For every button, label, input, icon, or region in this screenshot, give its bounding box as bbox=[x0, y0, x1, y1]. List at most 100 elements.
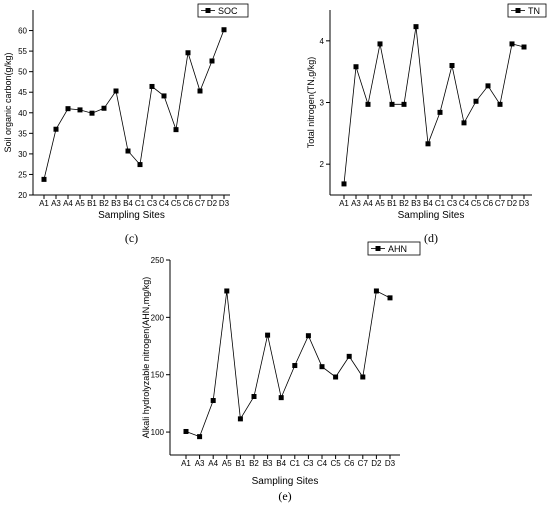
y-tick-label: 2 bbox=[320, 160, 325, 169]
data-point bbox=[209, 58, 215, 64]
x-tick-label: C4 bbox=[159, 199, 170, 208]
x-tick-label: D2 bbox=[371, 459, 382, 468]
data-point bbox=[461, 120, 467, 126]
x-tick-label: D2 bbox=[507, 199, 518, 208]
panel-caption: (c) bbox=[125, 231, 138, 245]
data-point bbox=[89, 110, 95, 116]
x-tick-label: A3 bbox=[195, 459, 205, 468]
x-tick-label: C7 bbox=[358, 459, 369, 468]
data-point bbox=[521, 44, 527, 50]
x-tick-label: B2 bbox=[399, 199, 409, 208]
y-tick-label: 4 bbox=[320, 37, 325, 46]
legend: SOC bbox=[197, 3, 249, 18]
data-point bbox=[389, 101, 395, 107]
x-tick-label: B1 bbox=[87, 199, 97, 208]
data-point bbox=[387, 295, 393, 301]
legend-box bbox=[367, 241, 421, 256]
y-tick-label: 55 bbox=[18, 47, 27, 56]
x-axis-label: Sampling Sites bbox=[252, 476, 319, 487]
data-point bbox=[137, 162, 143, 168]
data-point bbox=[373, 288, 379, 294]
data-point bbox=[224, 288, 230, 294]
data-point bbox=[197, 434, 203, 440]
series-line bbox=[343, 26, 525, 184]
data-point bbox=[65, 106, 71, 112]
y-tick-label: 100 bbox=[151, 428, 165, 437]
y-axis-label: Total nitrogen(TN,g/kg) bbox=[306, 57, 316, 149]
x-tick-label: B3 bbox=[411, 199, 421, 208]
x-tick-label: A4 bbox=[208, 459, 218, 468]
y-tick-label: 30 bbox=[18, 150, 27, 159]
data-point bbox=[197, 88, 203, 94]
data-point bbox=[77, 107, 83, 113]
x-tick-label: A4 bbox=[363, 199, 373, 208]
legend-marker bbox=[205, 8, 211, 13]
x-tick-label: A5 bbox=[375, 199, 385, 208]
data-point bbox=[53, 126, 59, 132]
chart-panel-3: 100 150 200 250 A1 A3 A4 A5 B1 B2 B3 B4 C1 C3 C4 C5 C6 C7… bbox=[141, 241, 421, 503]
chart-panel-1: 20 25 30 35 40 45 50 55 60 A1 A3 A4 A5 B1 B2 B3 B4 C1 C3 C4… bbox=[3, 3, 249, 245]
x-tick-label: D3 bbox=[519, 199, 530, 208]
x-tick-label: C3 bbox=[303, 459, 314, 468]
x-tick-label: A3 bbox=[51, 199, 61, 208]
legend: TN bbox=[507, 3, 547, 18]
y-axis-label: Alkali hydrolyzable nitrogen(AHN,mg/kg) bbox=[141, 277, 151, 439]
data-point bbox=[509, 41, 515, 47]
y-tick-label: 250 bbox=[151, 256, 165, 265]
x-tick-label: A5 bbox=[222, 459, 232, 468]
data-point bbox=[183, 428, 189, 434]
data-point bbox=[365, 101, 371, 107]
legend-label: TN bbox=[528, 6, 540, 16]
data-point bbox=[125, 148, 131, 154]
x-axis-label: Sampling Sites bbox=[398, 210, 465, 221]
y-tick-label: 200 bbox=[151, 313, 165, 322]
panel-caption: (d) bbox=[424, 231, 438, 245]
x-tick-label: B2 bbox=[249, 459, 259, 468]
x-tick-label: C4 bbox=[459, 199, 470, 208]
x-tick-label: D3 bbox=[385, 459, 396, 468]
y-tick-label: 35 bbox=[18, 129, 27, 138]
legend-marker bbox=[375, 246, 381, 251]
x-tick-label: C5 bbox=[330, 459, 341, 468]
data-point bbox=[360, 374, 366, 380]
data-point bbox=[161, 93, 167, 99]
legend-marker bbox=[515, 8, 521, 13]
x-tick-label: A1 bbox=[339, 199, 349, 208]
legend-label: SOC bbox=[218, 6, 238, 16]
chart-panel-2: 2 3 4 A1 A3 A4 A5 B1 B2 B3 B4 C1 C3 C4 C5 C6 C7 D2 D3 Sampl… bbox=[306, 3, 547, 245]
data-point bbox=[265, 332, 271, 338]
x-tick-label: A1 bbox=[39, 199, 49, 208]
y-tick-label: 50 bbox=[18, 68, 27, 77]
x-tick-label: B3 bbox=[263, 459, 273, 468]
x-axis-label: Sampling Sites bbox=[98, 210, 165, 221]
legend: AHN bbox=[367, 241, 421, 256]
x-tick-label: C4 bbox=[317, 459, 328, 468]
data-point bbox=[305, 333, 311, 339]
y-axis-label: Soil organic carbon(g/kg) bbox=[3, 52, 13, 152]
data-point bbox=[237, 416, 243, 422]
data-point bbox=[41, 176, 47, 182]
x-tick-label: A5 bbox=[75, 199, 85, 208]
x-tick-label: C5 bbox=[471, 199, 482, 208]
data-point bbox=[292, 363, 298, 369]
y-tick-label: 25 bbox=[18, 170, 27, 179]
legend-box bbox=[197, 3, 249, 18]
x-tick-label: C5 bbox=[171, 199, 182, 208]
legend-box bbox=[507, 3, 547, 18]
data-point bbox=[497, 101, 503, 107]
x-tick-label: C3 bbox=[147, 199, 158, 208]
data-point bbox=[149, 83, 155, 89]
x-tick-label: B1 bbox=[387, 199, 397, 208]
x-tick-label: C7 bbox=[495, 199, 506, 208]
x-tick-label: C6 bbox=[483, 199, 494, 208]
series-line bbox=[185, 290, 391, 438]
data-point bbox=[425, 141, 431, 147]
data-point bbox=[346, 353, 352, 359]
data-point bbox=[185, 50, 191, 56]
legend-label: AHN bbox=[388, 244, 407, 254]
data-point bbox=[210, 398, 216, 404]
x-tick-label: D3 bbox=[219, 199, 230, 208]
x-tick-label: C1 bbox=[290, 459, 301, 468]
data-point bbox=[319, 364, 325, 370]
data-point bbox=[485, 83, 491, 89]
